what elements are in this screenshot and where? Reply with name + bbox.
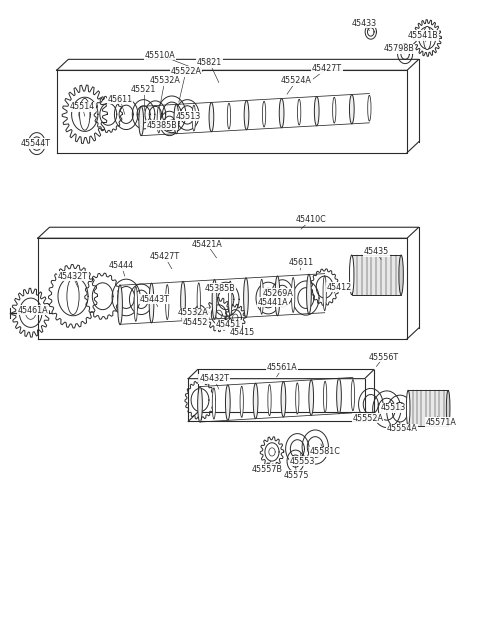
Text: 45571A: 45571A (426, 418, 457, 427)
Text: 45581C: 45581C (309, 447, 340, 457)
Ellipse shape (228, 103, 230, 129)
Polygon shape (408, 390, 448, 426)
Ellipse shape (212, 280, 217, 319)
Text: 45427T: 45427T (150, 252, 180, 261)
Ellipse shape (240, 386, 243, 417)
Ellipse shape (291, 277, 295, 312)
Ellipse shape (244, 100, 249, 130)
Ellipse shape (423, 26, 431, 50)
Ellipse shape (307, 274, 312, 314)
Text: 45522A: 45522A (170, 67, 202, 76)
Text: 45821: 45821 (197, 58, 222, 67)
Ellipse shape (446, 390, 450, 426)
Ellipse shape (351, 379, 355, 411)
Ellipse shape (336, 378, 341, 414)
Polygon shape (352, 255, 401, 295)
Text: 45385B: 45385B (205, 284, 236, 293)
Ellipse shape (244, 278, 248, 318)
Ellipse shape (149, 283, 154, 323)
Text: 45410C: 45410C (295, 216, 326, 224)
Ellipse shape (166, 285, 169, 320)
Ellipse shape (296, 383, 299, 414)
Ellipse shape (118, 285, 122, 325)
Ellipse shape (134, 287, 137, 321)
Text: 45451: 45451 (216, 320, 241, 330)
Ellipse shape (157, 107, 160, 133)
Text: 45521: 45521 (131, 85, 156, 94)
Ellipse shape (298, 99, 301, 125)
Ellipse shape (139, 107, 144, 136)
Text: 45514: 45514 (70, 102, 95, 112)
Text: 45798B: 45798B (384, 44, 414, 54)
Text: 45611: 45611 (108, 95, 132, 103)
Ellipse shape (279, 98, 284, 128)
Text: 45553: 45553 (289, 457, 315, 465)
Text: 45554A: 45554A (387, 424, 418, 433)
Ellipse shape (333, 97, 336, 123)
Ellipse shape (226, 385, 230, 421)
Ellipse shape (349, 255, 354, 295)
Ellipse shape (399, 255, 403, 295)
Ellipse shape (314, 97, 319, 126)
Text: 45513: 45513 (380, 404, 406, 412)
Text: 45433: 45433 (352, 19, 377, 28)
Text: 45432T: 45432T (58, 272, 88, 280)
Ellipse shape (324, 381, 327, 412)
Text: 45452: 45452 (182, 318, 208, 327)
Text: 45575: 45575 (284, 470, 309, 480)
Text: 45443T: 45443T (140, 295, 169, 304)
Text: 45421A: 45421A (192, 240, 222, 249)
Ellipse shape (197, 283, 200, 318)
Text: 45269A: 45269A (262, 288, 293, 298)
Text: 45412: 45412 (326, 283, 351, 292)
Ellipse shape (309, 380, 313, 416)
Text: 45513: 45513 (176, 112, 201, 121)
Ellipse shape (80, 98, 90, 130)
Text: 45435: 45435 (364, 247, 389, 256)
Ellipse shape (260, 279, 264, 314)
Text: 45444: 45444 (109, 261, 134, 270)
Ellipse shape (323, 276, 326, 311)
Ellipse shape (268, 384, 271, 416)
Text: 45461A: 45461A (18, 306, 48, 315)
Text: 45415: 45415 (230, 328, 255, 338)
Ellipse shape (180, 282, 185, 321)
Ellipse shape (209, 102, 214, 131)
Text: 45427T: 45427T (312, 64, 342, 73)
Ellipse shape (253, 383, 258, 419)
Ellipse shape (228, 281, 232, 316)
Ellipse shape (263, 101, 266, 127)
Text: 45385B: 45385B (147, 121, 178, 130)
Text: 45532A: 45532A (178, 308, 208, 317)
Ellipse shape (67, 278, 79, 315)
Text: 45611: 45611 (288, 258, 314, 267)
Text: 45557B: 45557B (252, 465, 283, 473)
Text: 45441A: 45441A (258, 298, 288, 307)
Ellipse shape (349, 95, 354, 124)
Text: 45524A: 45524A (281, 76, 312, 85)
Ellipse shape (212, 388, 216, 419)
Text: 45552A: 45552A (352, 414, 384, 423)
Text: 45541B: 45541B (408, 31, 439, 40)
Text: 45432T: 45432T (199, 374, 229, 383)
Ellipse shape (174, 105, 179, 134)
Ellipse shape (368, 95, 371, 121)
Ellipse shape (407, 390, 410, 426)
Text: 45544T: 45544T (20, 139, 50, 148)
Text: 45532A: 45532A (149, 76, 180, 85)
Ellipse shape (281, 382, 286, 417)
Ellipse shape (192, 105, 195, 131)
Text: 45561A: 45561A (267, 363, 298, 372)
Ellipse shape (198, 387, 203, 422)
Ellipse shape (275, 276, 280, 316)
Text: 45510A: 45510A (144, 50, 175, 60)
Text: 45556T: 45556T (369, 353, 398, 362)
